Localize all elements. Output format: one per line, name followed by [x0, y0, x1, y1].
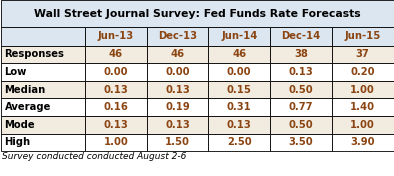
Text: 0.31: 0.31 [227, 102, 252, 112]
Polygon shape [208, 134, 270, 151]
Polygon shape [332, 81, 394, 98]
Text: Dec-14: Dec-14 [281, 31, 321, 41]
Polygon shape [147, 98, 208, 116]
Polygon shape [270, 134, 332, 151]
Text: 1.00: 1.00 [350, 84, 375, 95]
Polygon shape [85, 46, 147, 63]
Text: 0.77: 0.77 [289, 102, 313, 112]
Polygon shape [0, 1, 394, 27]
Text: Jun-15: Jun-15 [344, 31, 381, 41]
Polygon shape [270, 63, 332, 81]
Text: Median: Median [4, 84, 46, 95]
Text: 1.40: 1.40 [350, 102, 375, 112]
Polygon shape [208, 81, 270, 98]
Text: Jun-13: Jun-13 [98, 31, 134, 41]
Polygon shape [0, 63, 85, 81]
Polygon shape [85, 116, 147, 134]
Text: Wall Street Journal Survey: Fed Funds Rate Forecasts: Wall Street Journal Survey: Fed Funds Ra… [34, 8, 360, 18]
Text: Dec-13: Dec-13 [158, 31, 197, 41]
Text: 38: 38 [294, 49, 308, 59]
Text: 0.13: 0.13 [165, 84, 190, 95]
Text: 46: 46 [232, 49, 246, 59]
Polygon shape [0, 46, 85, 63]
Polygon shape [270, 46, 332, 63]
Polygon shape [85, 81, 147, 98]
Text: 0.16: 0.16 [103, 102, 128, 112]
Text: 3.90: 3.90 [350, 137, 375, 147]
Text: 37: 37 [356, 49, 370, 59]
Polygon shape [0, 116, 85, 134]
Polygon shape [208, 27, 270, 46]
Polygon shape [332, 63, 394, 81]
Text: 0.13: 0.13 [104, 120, 128, 130]
Text: 46: 46 [171, 49, 185, 59]
Text: 1.00: 1.00 [350, 120, 375, 130]
Polygon shape [85, 98, 147, 116]
Text: 0.20: 0.20 [350, 67, 375, 77]
Text: 1.50: 1.50 [165, 137, 190, 147]
Polygon shape [208, 46, 270, 63]
Text: Average: Average [4, 102, 51, 112]
Text: 0.15: 0.15 [227, 84, 252, 95]
Text: 46: 46 [109, 49, 123, 59]
Text: 0.00: 0.00 [227, 67, 251, 77]
Text: Survey conducted conducted August 2-6: Survey conducted conducted August 2-6 [2, 152, 186, 161]
Polygon shape [208, 116, 270, 134]
Polygon shape [85, 27, 147, 46]
Polygon shape [270, 81, 332, 98]
Polygon shape [85, 63, 147, 81]
Polygon shape [147, 46, 208, 63]
Polygon shape [147, 27, 208, 46]
Text: 0.00: 0.00 [104, 67, 128, 77]
Polygon shape [0, 98, 85, 116]
Polygon shape [147, 116, 208, 134]
Polygon shape [270, 98, 332, 116]
Text: 0.13: 0.13 [288, 67, 313, 77]
Polygon shape [208, 63, 270, 81]
Polygon shape [85, 134, 147, 151]
Polygon shape [332, 116, 394, 134]
Text: 3.50: 3.50 [289, 137, 313, 147]
Text: 1.00: 1.00 [104, 137, 128, 147]
Polygon shape [332, 27, 394, 46]
Polygon shape [332, 134, 394, 151]
Text: Mode: Mode [4, 120, 35, 130]
Text: 0.13: 0.13 [227, 120, 252, 130]
Polygon shape [0, 81, 85, 98]
Polygon shape [208, 98, 270, 116]
Polygon shape [147, 134, 208, 151]
Text: High: High [4, 137, 31, 147]
Polygon shape [270, 27, 332, 46]
Polygon shape [332, 98, 394, 116]
Polygon shape [0, 134, 85, 151]
Polygon shape [0, 27, 85, 46]
Polygon shape [147, 81, 208, 98]
Text: Jun-14: Jun-14 [221, 31, 257, 41]
Polygon shape [270, 116, 332, 134]
Polygon shape [147, 63, 208, 81]
Polygon shape [332, 46, 394, 63]
Text: Responses: Responses [4, 49, 64, 59]
Text: 0.50: 0.50 [289, 84, 313, 95]
Text: Low: Low [4, 67, 27, 77]
Text: 2.50: 2.50 [227, 137, 251, 147]
Text: 0.50: 0.50 [289, 120, 313, 130]
Text: 0.00: 0.00 [165, 67, 190, 77]
Text: 0.13: 0.13 [165, 120, 190, 130]
Text: 0.13: 0.13 [104, 84, 128, 95]
Text: 0.19: 0.19 [165, 102, 190, 112]
